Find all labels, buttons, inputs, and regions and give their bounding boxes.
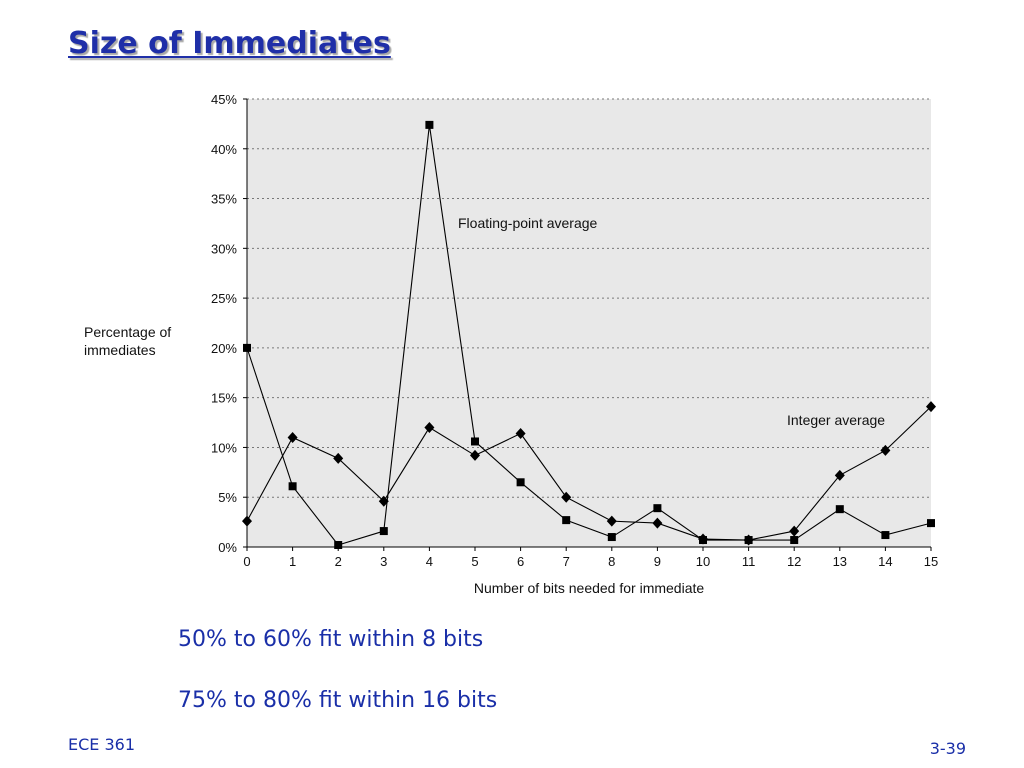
data-point-floating-point — [425, 120, 434, 129]
data-point-floating-point — [927, 519, 935, 528]
y-tick-label: 5% — [218, 490, 237, 505]
x-axis-label: Number of bits needed for immediate — [474, 580, 705, 596]
data-point-floating-point — [881, 531, 890, 540]
x-tick-label: 5 — [471, 554, 478, 569]
data-point-integer — [515, 428, 526, 440]
x-tick-label: 9 — [654, 554, 661, 569]
data-point-floating-point — [607, 533, 616, 542]
x-tick-label: 7 — [563, 554, 570, 569]
x-tick-label: 14 — [878, 554, 892, 569]
series-label-floating-point: Floating-point average — [458, 215, 598, 231]
y-tick-label: 0% — [218, 540, 237, 555]
x-tick-labels: 0 1 2 3 4 5 6 7 8 9 10 11 12 13 14 15 — [243, 554, 938, 569]
x-tick-label: 0 — [243, 554, 250, 569]
data-point-integer — [698, 533, 708, 545]
data-point-integer — [606, 515, 617, 527]
data-point-integer — [333, 452, 344, 464]
footer-slide-number: 3-39 — [929, 739, 966, 758]
footer-course: ECE 361 — [68, 735, 136, 754]
x-tick-label: 6 — [517, 554, 524, 569]
data-point-floating-point — [790, 536, 799, 545]
data-point-integer — [743, 534, 754, 546]
series-label-integer: Integer average — [787, 412, 885, 428]
bullet-8-bits: 50% to 60% fit within 8 bits — [178, 627, 484, 652]
data-point-integer — [834, 469, 845, 481]
y-axis-label-line1: Percentage of — [84, 324, 171, 340]
x-tick-label: 8 — [608, 554, 615, 569]
data-point-integer — [880, 444, 891, 456]
x-tick-label: 1 — [289, 554, 296, 569]
data-point-integer — [424, 422, 435, 434]
data-point-integer — [378, 495, 389, 507]
data-point-floating-point — [653, 504, 662, 513]
y-tick-label: 15% — [211, 391, 237, 406]
data-point-floating-point — [516, 478, 525, 487]
plot-area — [247, 99, 931, 547]
series-group — [242, 120, 936, 550]
x-tick-label: 13 — [833, 554, 847, 569]
data-point-integer — [789, 525, 800, 537]
data-point-floating-point — [471, 437, 479, 446]
data-point-floating-point — [379, 527, 388, 536]
data-point-floating-point — [243, 343, 251, 352]
data-point-integer — [287, 431, 298, 443]
data-point-integer — [652, 517, 663, 529]
x-tick-label: 11 — [742, 554, 756, 569]
y-tick-label: 45% — [211, 92, 237, 107]
data-point-integer — [470, 449, 480, 461]
x-tick-label: 2 — [335, 554, 342, 569]
y-tick-label: 35% — [211, 192, 237, 207]
y-tick-label: 25% — [211, 291, 237, 306]
data-point-floating-point — [334, 541, 343, 550]
x-tick-label: 15 — [924, 554, 938, 569]
data-point-integer — [561, 491, 572, 503]
grid-lines — [247, 98, 931, 498]
x-tick-label: 4 — [426, 554, 433, 569]
series-line-floating-point — [246, 124, 932, 546]
y-tick-label: 40% — [211, 142, 237, 157]
series-line-integer — [246, 406, 932, 541]
slide-title: Size of Immediates — [68, 26, 391, 61]
x-tick-label: 12 — [787, 554, 801, 569]
y-tick-label: 10% — [211, 440, 237, 455]
y-axis-label-line2: immediates — [84, 342, 156, 358]
y-tick-label: 20% — [211, 341, 237, 356]
data-point-floating-point — [835, 505, 844, 514]
data-point-integer — [926, 401, 936, 413]
data-point-integer — [242, 515, 252, 527]
y-tick-labels: 0% 5% 10% 15% 20% 25% 30% 35% 40% 45% — [211, 92, 237, 555]
x-tick-label: 3 — [380, 554, 387, 569]
bullet-16-bits: 75% to 80% fit within 16 bits — [178, 688, 498, 713]
y-tick-label: 30% — [211, 241, 237, 256]
data-point-floating-point — [562, 516, 571, 525]
x-tick-label: 10 — [696, 554, 710, 569]
data-point-floating-point — [288, 482, 297, 491]
